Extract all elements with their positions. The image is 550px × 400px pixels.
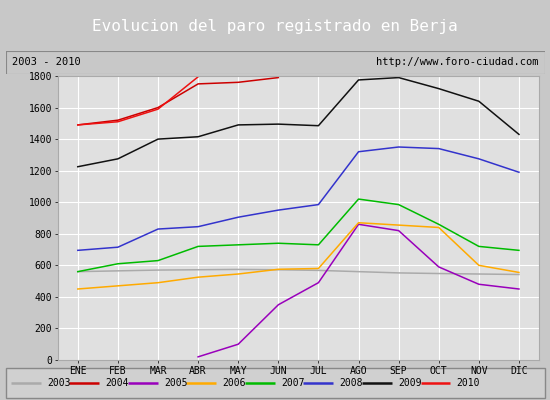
Text: 2010: 2010 <box>456 378 480 388</box>
Text: 2009: 2009 <box>398 378 422 388</box>
Text: 2008: 2008 <box>339 378 363 388</box>
Text: 2003 - 2010: 2003 - 2010 <box>12 57 81 67</box>
Text: 2003: 2003 <box>47 378 70 388</box>
FancyBboxPatch shape <box>6 368 544 398</box>
Text: 2005: 2005 <box>164 378 188 388</box>
Text: 2004: 2004 <box>106 378 129 388</box>
Text: http://www.foro-ciudad.com: http://www.foro-ciudad.com <box>376 57 538 67</box>
Text: 2006: 2006 <box>223 378 246 388</box>
Text: Evolucion del paro registrado en Berja: Evolucion del paro registrado en Berja <box>92 18 458 34</box>
Text: 2007: 2007 <box>281 378 305 388</box>
